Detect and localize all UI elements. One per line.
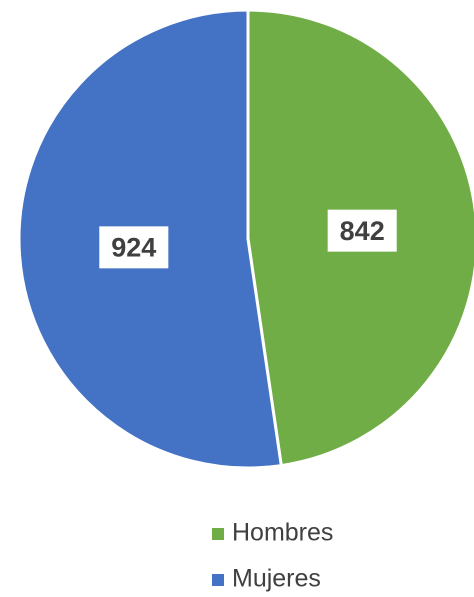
data-label-box	[327, 209, 397, 252]
data-label-text: 842	[340, 216, 385, 246]
legend-label: Mujeres	[232, 565, 321, 593]
data-label: 924	[99, 226, 169, 269]
legend-swatch	[212, 528, 224, 540]
legend-label: Hombres	[232, 519, 333, 547]
data-label-box	[99, 226, 169, 269]
data-label: 842	[327, 209, 397, 252]
data-label-text: 924	[111, 232, 156, 262]
legend-swatch	[212, 574, 224, 586]
